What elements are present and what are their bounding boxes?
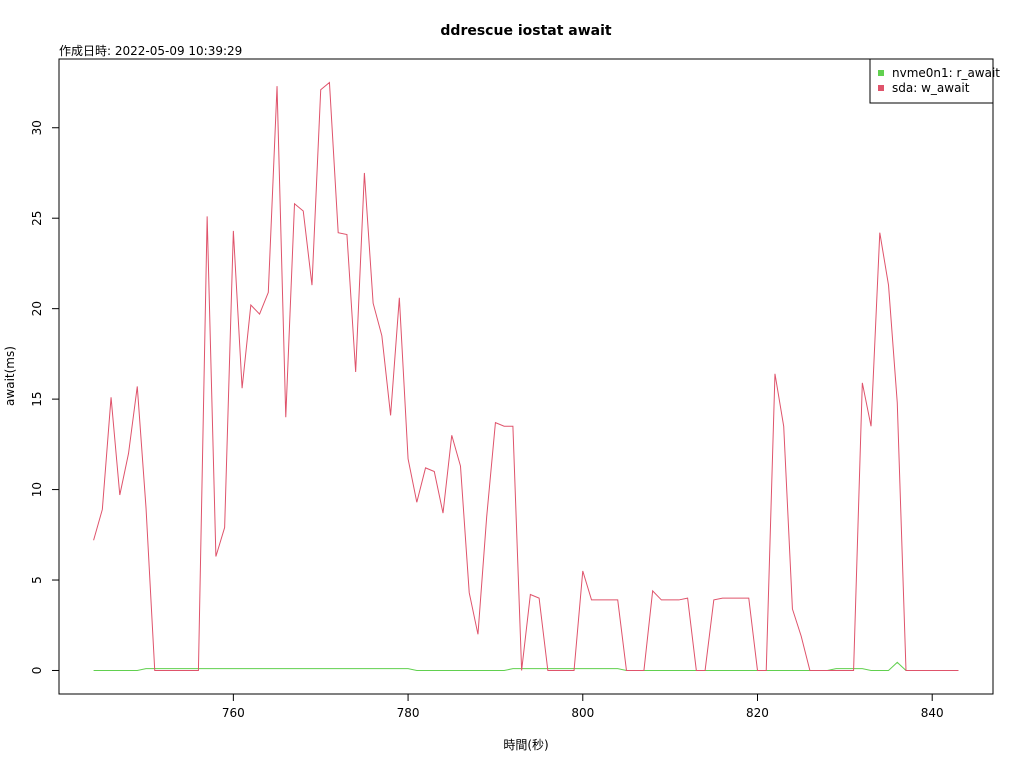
x-axis-label: 時間(秒) — [503, 738, 548, 752]
y-axis-label: await(ms) — [3, 346, 17, 406]
x-tick-label: 840 — [921, 706, 944, 720]
legend-label: nvme0n1: r_await — [892, 66, 1000, 80]
y-tick-label: 15 — [30, 391, 44, 406]
y-tick-label: 10 — [30, 482, 44, 497]
x-tick-label: 800 — [571, 706, 594, 720]
legend-swatch — [878, 70, 884, 76]
x-tick-label: 820 — [746, 706, 769, 720]
y-tick-label: 20 — [30, 301, 44, 316]
x-tick-label: 780 — [397, 706, 420, 720]
chart-title: ddrescue iostat await — [440, 23, 611, 39]
y-tick-label: 25 — [30, 211, 44, 226]
y-tick-label: 30 — [30, 120, 44, 135]
legend-swatch — [878, 85, 884, 91]
chart-subtitle: 作成日時: 2022-05-09 10:39:29 — [59, 44, 242, 58]
y-tick-label: 0 — [30, 667, 44, 675]
legend-label: sda: w_await — [892, 81, 970, 95]
data-line — [93, 81, 959, 671]
y-tick-label: 5 — [30, 576, 44, 584]
x-tick-label: 760 — [222, 706, 245, 720]
legend-box — [869, 58, 994, 104]
plot-frame — [58, 58, 994, 695]
